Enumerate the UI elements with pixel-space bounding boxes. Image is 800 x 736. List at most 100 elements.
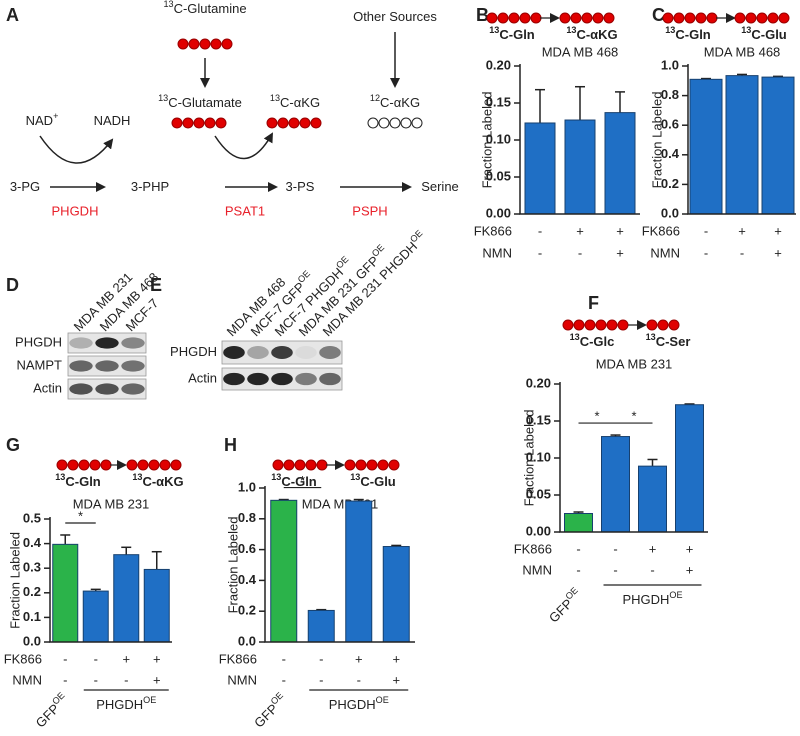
node-label-part: 13 — [270, 93, 280, 103]
carbon-dot — [617, 319, 629, 331]
carbon-dot — [377, 459, 389, 471]
y-tick-label: 0.15 — [526, 412, 551, 427]
condition-sign: - — [613, 541, 617, 556]
node-label: Serine — [421, 179, 459, 194]
significance-label: * — [300, 473, 305, 488]
node-label: NADH — [94, 113, 131, 128]
reaction-label-part: 13 — [570, 332, 580, 342]
condition-label: NMN — [522, 562, 552, 577]
group-label-part: OE — [143, 695, 156, 705]
carbon-dot — [767, 12, 779, 24]
blot-row-label: Actin — [188, 370, 217, 385]
node-label: 13C-Glutamine — [163, 0, 246, 16]
carbon-dot — [573, 319, 585, 331]
carbon-dot — [530, 12, 542, 24]
blot-band — [95, 360, 119, 372]
blot-row-label: NAMPT — [17, 357, 63, 372]
carbon-dot — [310, 117, 322, 129]
carbon-dot — [734, 12, 746, 24]
carbon-dot — [67, 459, 79, 471]
carbon-dot — [210, 38, 222, 50]
condition-sign: + — [355, 651, 363, 666]
node-label-part: Other Sources — [353, 9, 437, 24]
group-label: GFPOE — [545, 586, 585, 626]
condition-sign: + — [686, 541, 694, 556]
reaction-label: 13C-Gln — [271, 472, 317, 489]
bar — [761, 76, 795, 215]
node-label-part: 12 — [370, 93, 380, 103]
group-label-part: PHGDH — [96, 697, 143, 712]
node-label: 13C-Glutamate — [158, 93, 242, 110]
condition-sign: - — [124, 672, 128, 687]
carbon-dot — [581, 12, 593, 24]
blot-band — [247, 372, 269, 386]
reaction-label: 13C-Gln — [55, 472, 101, 489]
y-tick-label: 0.4 — [661, 146, 680, 161]
carbon-dot — [595, 319, 607, 331]
carbon-dot — [668, 319, 680, 331]
carbon-dot — [272, 459, 284, 471]
condition-label: NMN — [650, 245, 680, 260]
y-tick-label: 0.00 — [486, 205, 511, 220]
carbon-dot — [316, 459, 328, 471]
node-label-part: Serine — [421, 179, 459, 194]
node-label-part: + — [53, 111, 58, 121]
carbon-dot — [684, 12, 696, 24]
condition-sign: + — [392, 672, 400, 687]
reaction-label: 13C-Glu — [741, 25, 787, 42]
y-tick-label: 0.6 — [661, 117, 679, 132]
reaction-label-part: 13 — [665, 25, 675, 35]
blot-band — [95, 337, 119, 349]
reaction-label-part: 13 — [132, 472, 142, 482]
condition-label: FK866 — [4, 651, 42, 666]
carbon-dot — [411, 117, 423, 129]
axes — [519, 64, 640, 215]
node-label-part: 13 — [163, 0, 173, 9]
carbon-dot — [294, 459, 306, 471]
reaction-label-part: 13 — [741, 25, 751, 35]
reaction-label: 13C-Gln — [665, 25, 711, 42]
blot-band — [69, 383, 93, 395]
blot-band — [247, 346, 269, 359]
carbon-dot — [56, 459, 68, 471]
reaction-label-part: C-Gln — [65, 474, 100, 489]
bar — [143, 568, 170, 643]
condition-sign: - — [319, 672, 323, 687]
condition-sign: - — [63, 651, 67, 666]
chart-title: MDA MB 231 — [73, 496, 150, 511]
axes — [264, 486, 415, 643]
reaction-label-part: 13 — [350, 472, 360, 482]
condition-sign: + — [392, 651, 400, 666]
reaction-label: 13C-Ser — [646, 332, 691, 349]
carbon-dot — [657, 319, 669, 331]
carbon-dot — [606, 319, 618, 331]
condition-label: NMN — [482, 245, 512, 260]
group-label: PHGDHOE — [622, 590, 682, 607]
node-label: 13C-αKG — [270, 93, 320, 110]
carbon-dot — [388, 459, 400, 471]
blot-row-label: PHGDH — [170, 344, 217, 359]
carbon-dot — [177, 38, 189, 50]
condition-sign: + — [774, 223, 782, 238]
significance-label: * — [594, 408, 599, 423]
reaction-label-part: 13 — [646, 332, 656, 342]
condition-sign: - — [538, 245, 542, 260]
condition-label: FK866 — [474, 223, 512, 238]
curved-arrow — [39, 135, 114, 164]
carbon-dot — [170, 459, 182, 471]
carbon-dot — [171, 117, 183, 129]
reaction-label-part: C-Glu — [751, 27, 786, 42]
group-label-part: OE — [669, 590, 682, 600]
y-tick-label: 0.4 — [238, 572, 257, 587]
bar — [113, 554, 140, 643]
bar — [689, 78, 723, 215]
y-tick-label: 1.0 — [661, 57, 679, 72]
y-tick-label: 0.8 — [661, 87, 679, 102]
reaction-label-part: 13 — [55, 472, 65, 482]
condition-sign: - — [94, 651, 98, 666]
reaction-label-part: C-Gln — [675, 27, 710, 42]
y-tick-label: 0.4 — [23, 535, 42, 550]
carbon-dot — [199, 38, 211, 50]
condition-sign: - — [319, 651, 323, 666]
condition-sign: - — [650, 562, 654, 577]
